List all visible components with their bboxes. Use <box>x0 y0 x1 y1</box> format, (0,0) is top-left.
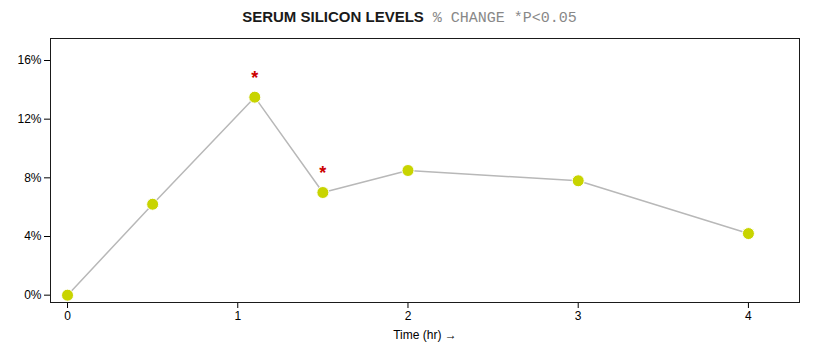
svg-text:Time (hr) →: Time (hr) → <box>393 328 457 342</box>
svg-text:0%: 0% <box>24 288 42 302</box>
svg-text:*: * <box>251 68 258 88</box>
svg-text:1: 1 <box>234 309 241 323</box>
svg-text:2: 2 <box>405 309 412 323</box>
svg-text:8%: 8% <box>24 171 42 185</box>
svg-text:16%: 16% <box>17 53 41 67</box>
svg-text:4%: 4% <box>24 229 42 243</box>
html-text:SERUM SILICON LEVELS: SERUM SILICON LEVELS <box>242 8 424 25</box>
svg-text:*: * <box>319 163 326 183</box>
html-text:% CHANGE *P<0.05: % CHANGE *P<0.05 <box>432 10 577 27</box>
svg-text:12%: 12% <box>17 112 41 126</box>
svg-text:3: 3 <box>575 309 582 323</box>
svg-text:0: 0 <box>64 309 71 323</box>
svg-text:4: 4 <box>745 309 752 323</box>
